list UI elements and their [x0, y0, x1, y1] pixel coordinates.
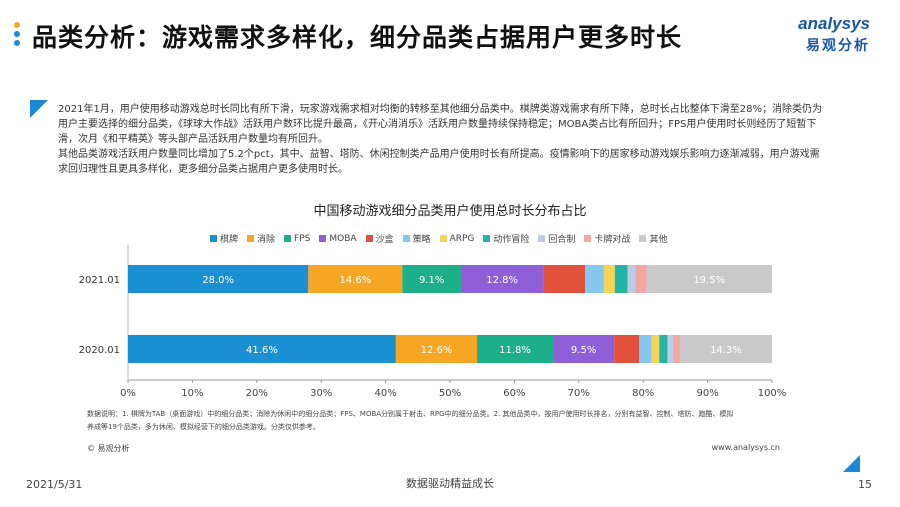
bar-segment	[614, 335, 640, 363]
bar-segment	[128, 335, 396, 363]
bar-data-label: 28.0%	[202, 275, 234, 286]
x-tick-label: 60%	[503, 388, 525, 399]
page-number: 15	[858, 478, 872, 491]
legend-label: ARPG	[449, 233, 475, 244]
legend-swatch	[439, 235, 447, 242]
bar-segment	[614, 265, 628, 293]
chart-title: 中国移动游戏细分品类用户使用总时长分布占比	[313, 204, 587, 219]
legend-swatch	[402, 235, 410, 242]
legend-label: 棋牌	[220, 235, 239, 245]
bar-segment	[402, 265, 461, 293]
bar-segment	[679, 335, 772, 363]
x-tick-label: 80%	[632, 388, 654, 399]
legend-item: ARPG	[439, 232, 475, 245]
x-tick-label: 30%	[310, 388, 332, 399]
x-tick-label: 20%	[246, 388, 268, 399]
legend-swatch	[247, 235, 255, 242]
legend-item: 沙盒	[365, 232, 394, 245]
legend-label: FPS	[294, 233, 311, 244]
data-note-line-1: 数据说明：1. 棋牌为TAB（桌面游戏）中的细分品类；消除为休闲中的细分品类；F…	[87, 410, 734, 418]
data-note: 数据说明：1. 棋牌为TAB（桌面游戏）中的细分品类；消除为休闲中的细分品类；F…	[87, 408, 817, 434]
legend-item: 动作冒险	[483, 232, 529, 245]
legend-item: 卡牌对战	[584, 232, 630, 245]
bar-segment	[673, 335, 680, 363]
bar-segment	[308, 265, 403, 293]
bar-data-label: 19.5%	[693, 275, 725, 286]
legend-swatch	[639, 235, 647, 242]
bar-data-label: 14.3%	[710, 345, 742, 356]
x-tick-label: 90%	[696, 388, 718, 399]
legend-swatch	[284, 235, 292, 242]
legend-item: MOBA	[319, 232, 357, 245]
footer-date: 2021/5/31	[26, 478, 83, 491]
title-bullet-icon	[14, 22, 22, 46]
analysys-logo: analysys 易观分析	[798, 14, 870, 55]
chart-legend: 棋牌 消除 FPS MOBA 沙盒 策略 ARPG 动作冒险 回合制 卡牌对战 其他	[210, 232, 667, 245]
legend-item: 棋牌	[210, 232, 238, 245]
bar-data-label: 12.8%	[486, 275, 518, 286]
legend-swatch	[538, 235, 546, 242]
x-tick-label: 70%	[568, 388, 590, 399]
bar-segment	[585, 265, 604, 293]
corner-triangle-icon	[843, 455, 860, 472]
bar-data-label: 9.1%	[419, 275, 444, 286]
bar-segment	[543, 265, 586, 293]
bar-segment	[395, 335, 478, 363]
description-text: 2021年1月，用户使用移动游戏总时长同比有所下滑，玩家游戏需求相对均衡的转移至…	[58, 102, 828, 177]
legend-label: 消除	[257, 235, 276, 245]
legend-label: MOBA	[329, 233, 357, 244]
source-website: www.analysys.cn	[711, 443, 780, 452]
legend-label: 回合制	[548, 235, 576, 245]
bar-segment	[603, 265, 615, 293]
bar-data-label: 41.6%	[246, 345, 278, 356]
bar-segment	[627, 265, 636, 293]
legend-item: 消除	[247, 232, 275, 245]
bar-data-label: 9.5%	[571, 345, 596, 356]
legend-swatch	[365, 235, 373, 242]
corner-triangle-icon	[30, 100, 48, 118]
legend-item: FPS	[284, 232, 310, 245]
legend-swatch	[210, 235, 217, 242]
legend-swatch	[483, 235, 491, 242]
bar-segment	[460, 265, 544, 293]
legend-swatch	[584, 235, 592, 242]
footer-tagline: 数据驱动精益成长	[406, 477, 494, 490]
bar-segment	[646, 265, 772, 293]
legend-item: 策略	[402, 232, 431, 245]
x-tick-label: 50%	[439, 388, 461, 399]
page-title: 品类分析：游戏需求多样化，细分品类占据用户更多时长	[32, 23, 683, 52]
legend-label: 沙盒	[375, 235, 394, 245]
bar-segment	[639, 335, 652, 363]
legend-item: 其他	[639, 232, 667, 245]
bar-data-label: 12.6%	[421, 345, 453, 356]
x-tick-label: 0%	[120, 388, 136, 399]
bar-segment	[659, 335, 668, 363]
legend-label: 动作冒险	[493, 235, 530, 245]
logo-text-en: analysys	[798, 14, 870, 33]
y-category-label: 2020.01	[79, 345, 120, 356]
data-note-line-2: 养成等19个品类，多为休闲、模拟经营下的细分品类游戏。分类仅供参考。	[87, 423, 320, 431]
x-tick-label: 100%	[758, 388, 787, 399]
description-paragraph-1: 2021年1月，用户使用移动游戏总时长同比有所下滑，玩家游戏需求相对均衡的转移至…	[58, 104, 823, 145]
bar-segment	[477, 335, 554, 363]
y-category-label: 2021.01	[79, 275, 120, 286]
legend-swatch	[319, 235, 327, 242]
bar-segment	[553, 335, 615, 363]
logo-text-cn: 易观分析	[806, 38, 870, 54]
bar-segment	[667, 335, 674, 363]
source-copyright: © 易观分析	[87, 444, 130, 453]
description-paragraph-2: 其他品类游戏活跃用户数量同比增加了5.2个pct，其中、益智、塔防、休闲控制类产…	[58, 149, 820, 175]
legend-label: 其他	[649, 235, 668, 245]
x-tick-label: 10%	[181, 388, 203, 399]
legend-item: 回合制	[538, 232, 575, 245]
legend-label: 策略	[412, 235, 431, 245]
x-tick-label: 40%	[374, 388, 396, 399]
bar-segment	[128, 265, 309, 293]
legend-label: 卡牌对战	[594, 235, 631, 245]
bar-data-label: 14.6%	[339, 275, 371, 286]
bar-segment	[635, 265, 647, 293]
bar-segment	[651, 335, 660, 363]
bar-data-label: 11.8%	[499, 345, 531, 356]
